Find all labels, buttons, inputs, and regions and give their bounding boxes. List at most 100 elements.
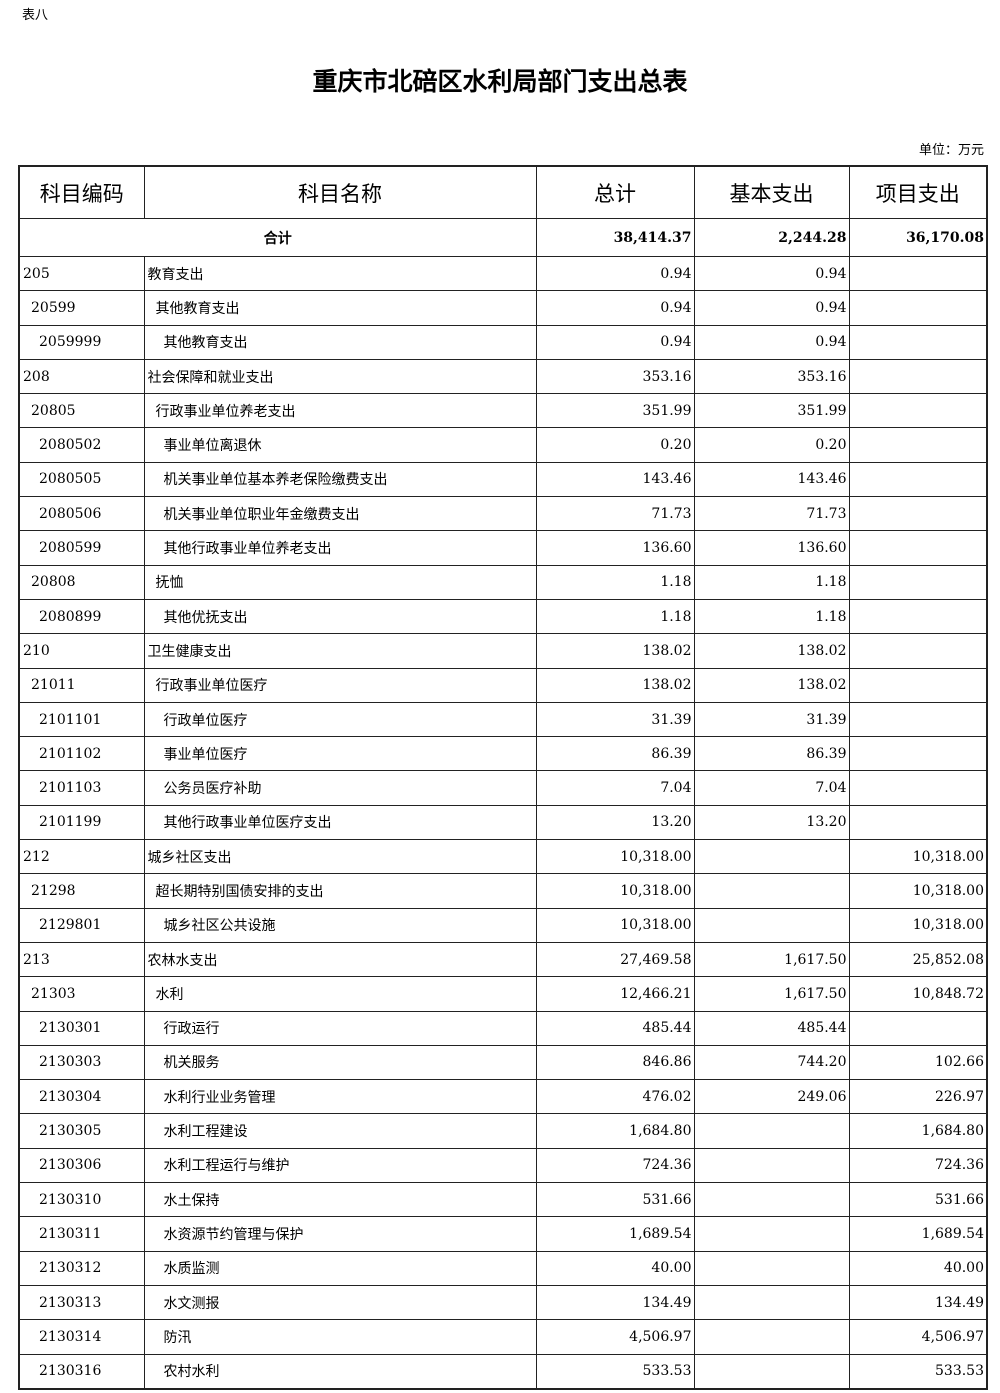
basic-cell: 31.39 [693, 701, 850, 738]
total-cell: 12,466.21 [535, 976, 695, 1012]
table-row: 20599 其他教育支出 0.94 0.94 [18, 290, 988, 326]
name-cell: 其他教育支出 [143, 324, 537, 360]
page-title: 重庆市北碚区水利局部门支出总表 [312, 67, 688, 96]
code-cell: 2129801 [18, 907, 145, 943]
code-cell: 21303 [18, 976, 145, 1012]
table-row: 2059999 其他教育支出 0.94 0.94 [18, 324, 988, 360]
basic-cell: 353.16 [693, 358, 850, 395]
name-cell: 机关事业单位职业年金缴费支出 [143, 496, 537, 532]
total-cell: 10,318.00 [535, 873, 695, 909]
project-cell [848, 1010, 988, 1046]
table-row: 2130314 防汛 4,506.97 4,506.97 [18, 1319, 988, 1355]
project-cell [848, 290, 988, 326]
basic-cell: 138.02 [693, 667, 850, 703]
total-cell: 13.20 [535, 804, 695, 841]
name-cell: 行政事业单位养老支出 [143, 393, 537, 429]
project-cell [848, 736, 988, 772]
table-row: 2080502 事业单位离退休 0.20 0.20 [18, 427, 988, 463]
code-cell: 2130301 [18, 1010, 145, 1046]
total-cell: 27,469.58 [535, 941, 695, 978]
project-cell [848, 633, 988, 669]
name-cell: 行政单位医疗 [143, 701, 537, 738]
basic-cell [693, 1284, 850, 1321]
basic-cell [693, 873, 850, 909]
basic-cell: 0.94 [693, 290, 850, 326]
header-project: 项目支出 [848, 165, 988, 219]
total-cell: 0.94 [535, 255, 695, 292]
code-cell: 205 [18, 255, 145, 292]
unit-label: 单位：万元 [918, 143, 984, 158]
table-row: 2080505 机关事业单位基本养老保险缴费支出 143.46 143.46 [18, 461, 988, 498]
total-cell: 351.99 [535, 393, 695, 429]
project-cell: 134.49 [848, 1284, 988, 1321]
project-cell: 102.66 [848, 1044, 988, 1081]
total-cell: 846.86 [535, 1044, 695, 1081]
basic-cell [693, 1216, 850, 1252]
project-cell [848, 255, 988, 292]
table-row: 205 教育支出 0.94 0.94 [18, 255, 988, 292]
basic-cell [693, 1250, 850, 1286]
code-cell: 2130305 [18, 1113, 145, 1149]
project-cell [848, 530, 988, 566]
total-row: 合计 38,414.37 2,244.28 36,170.08 [18, 218, 988, 257]
code-cell: 20805 [18, 393, 145, 429]
total-cell: 138.02 [535, 667, 695, 703]
code-cell: 20808 [18, 564, 145, 600]
name-cell: 其他教育支出 [143, 290, 537, 326]
header-row: 科目编码 科目名称 总计 基本支出 项目支出 [18, 165, 988, 219]
name-cell: 事业单位离退休 [143, 427, 537, 463]
total-cell: 531.66 [535, 1182, 695, 1218]
basic-cell: 7.04 [693, 770, 850, 806]
name-cell: 水资源节约管理与保护 [143, 1216, 537, 1252]
basic-cell [693, 1147, 850, 1184]
table-row: 2101102 事业单位医疗 86.39 86.39 [18, 736, 988, 772]
table-row: 2130313 水文测报 134.49 134.49 [18, 1284, 988, 1321]
name-cell: 行政事业单位医疗 [143, 667, 537, 703]
name-cell: 水土保持 [143, 1182, 537, 1218]
table-row: 210 卫生健康支出 138.02 138.02 [18, 633, 988, 669]
code-cell: 2101102 [18, 736, 145, 772]
basic-cell: 13.20 [693, 804, 850, 841]
project-cell: 40.00 [848, 1250, 988, 1286]
code-cell: 2130303 [18, 1044, 145, 1081]
project-cell [848, 564, 988, 600]
basic-cell [693, 1113, 850, 1149]
total-cell: 10,318.00 [535, 839, 695, 875]
table-row: 20808 抚恤 1.18 1.18 [18, 564, 988, 600]
basic-cell: 1,617.50 [693, 941, 850, 978]
name-cell: 抚恤 [143, 564, 537, 600]
code-cell: 2130312 [18, 1250, 145, 1286]
name-cell: 其他行政事业单位医疗支出 [143, 804, 537, 841]
name-cell: 水利工程建设 [143, 1113, 537, 1149]
code-cell: 210 [18, 633, 145, 669]
name-cell: 城乡社区支出 [143, 839, 537, 875]
project-cell: 533.53 [848, 1353, 988, 1390]
total-cell: 136.60 [535, 530, 695, 566]
name-cell: 农村水利 [143, 1353, 537, 1390]
name-cell: 水质监测 [143, 1250, 537, 1286]
project-cell: 10,318.00 [848, 873, 988, 909]
total-cell: 353.16 [535, 358, 695, 395]
table-row: 2130303 机关服务 846.86 744.20 102.66 [18, 1044, 988, 1081]
table-row: 21303 水利 12,466.21 1,617.50 10,848.72 [18, 976, 988, 1012]
code-cell: 212 [18, 839, 145, 875]
code-cell: 21011 [18, 667, 145, 703]
total-cell: 485.44 [535, 1010, 695, 1046]
project-cell [848, 598, 988, 635]
project-cell: 1,689.54 [848, 1216, 988, 1252]
table-row: 2130316 农村水利 533.53 533.53 [18, 1353, 988, 1390]
table-row: 2080506 机关事业单位职业年金缴费支出 71.73 71.73 [18, 496, 988, 532]
table-row: 2130304 水利行业业务管理 476.02 249.06 226.97 [18, 1079, 988, 1115]
total-cell: 86.39 [535, 736, 695, 772]
project-cell: 10,848.72 [848, 976, 988, 1012]
name-cell: 其他优抚支出 [143, 598, 537, 635]
total-cell: 7.04 [535, 770, 695, 806]
code-cell: 2080506 [18, 496, 145, 532]
basic-cell: 0.94 [693, 255, 850, 292]
table-row: 2101101 行政单位医疗 31.39 31.39 [18, 701, 988, 738]
project-cell: 25,852.08 [848, 941, 988, 978]
basic-cell: 1.18 [693, 598, 850, 635]
total-cell: 10,318.00 [535, 907, 695, 943]
project-cell [848, 461, 988, 498]
name-cell: 农林水支出 [143, 941, 537, 978]
